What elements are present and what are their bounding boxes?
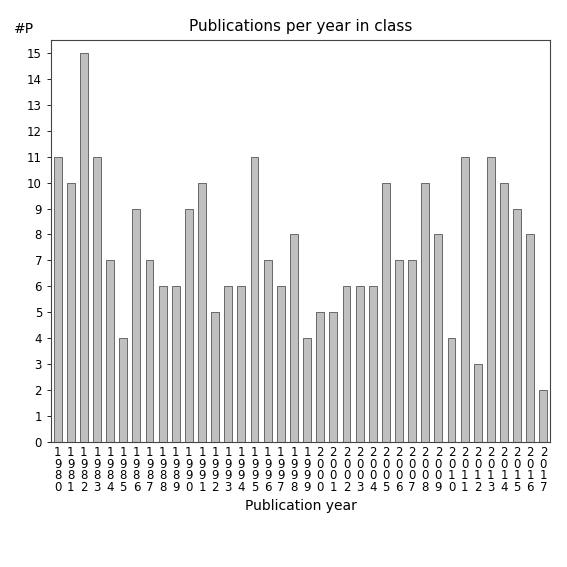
Bar (342, 286, 350, 442)
Bar (211, 312, 219, 442)
Bar (500, 183, 508, 442)
Bar (277, 286, 285, 442)
Bar (119, 338, 127, 442)
X-axis label: Publication year: Publication year (244, 500, 357, 514)
Bar (303, 338, 311, 442)
Bar (408, 260, 416, 442)
Title: Publications per year in class: Publications per year in class (189, 19, 412, 35)
Bar (539, 390, 547, 442)
Bar (447, 338, 455, 442)
Bar (395, 260, 403, 442)
Bar (461, 156, 468, 442)
Bar (264, 260, 272, 442)
Y-axis label: #P: #P (14, 22, 33, 36)
Bar (487, 156, 495, 442)
Bar (251, 156, 259, 442)
Bar (238, 286, 246, 442)
Bar (421, 183, 429, 442)
Bar (54, 156, 62, 442)
Bar (146, 260, 154, 442)
Bar (159, 286, 167, 442)
Bar (474, 365, 482, 442)
Bar (382, 183, 390, 442)
Bar (185, 209, 193, 442)
Bar (369, 286, 376, 442)
Bar (316, 312, 324, 442)
Bar (106, 260, 114, 442)
Bar (93, 156, 101, 442)
Bar (513, 209, 521, 442)
Bar (198, 183, 206, 442)
Bar (356, 286, 363, 442)
Bar (133, 209, 140, 442)
Bar (225, 286, 232, 442)
Bar (526, 235, 534, 442)
Bar (67, 183, 75, 442)
Bar (434, 235, 442, 442)
Bar (80, 53, 88, 442)
Bar (329, 312, 337, 442)
Bar (172, 286, 180, 442)
Bar (290, 235, 298, 442)
